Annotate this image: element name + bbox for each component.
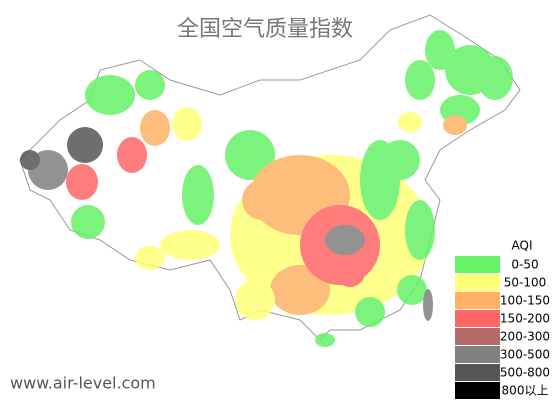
- legend-label: 800以上: [502, 384, 549, 398]
- legend-label: 150-200: [500, 312, 550, 326]
- aqi-blob: [325, 225, 365, 255]
- legend-label: 300-500: [500, 348, 550, 362]
- aqi-blob: [477, 56, 513, 100]
- aqi-blob: [20, 150, 40, 170]
- aqi-blob: [380, 140, 420, 180]
- legend: 0-50 50-100 100-150 150-200 200-300 300-500 50…: [455, 256, 550, 399]
- aqi-blob: [405, 60, 435, 100]
- aqi-blob: [397, 275, 427, 305]
- legend-label: 500-800: [500, 366, 550, 380]
- aqi-blob: [85, 75, 135, 115]
- aqi-blob: [315, 333, 335, 347]
- aqi-blob: [160, 230, 220, 260]
- legend-swatch: [455, 328, 500, 345]
- legend-swatch: [455, 292, 500, 309]
- legend-label: 0-50: [511, 258, 538, 272]
- watermark: www.air-level.com: [10, 374, 156, 393]
- aqi-blob: [335, 257, 365, 287]
- aqi-blob: [135, 70, 165, 100]
- legend-label: 50-100: [504, 276, 547, 290]
- legend-swatch: [455, 346, 500, 363]
- aqi-blob: [235, 280, 275, 320]
- aqi-blob: [71, 205, 105, 239]
- legend-swatch: [455, 274, 500, 291]
- legend-swatch: [455, 382, 500, 399]
- aqi-blobs: [20, 30, 513, 347]
- aqi-blob: [443, 115, 467, 135]
- aqi-blob: [172, 107, 202, 141]
- aqi-blob: [140, 110, 170, 146]
- aqi-blob: [270, 265, 330, 315]
- aqi-blob: [182, 165, 214, 225]
- map-title: 全国空气质量指数: [177, 17, 353, 42]
- legend-label: 100-150: [500, 294, 550, 308]
- legend-swatch: [455, 364, 500, 381]
- aqi-blob: [225, 130, 275, 180]
- aqi-blob: [405, 200, 435, 260]
- legend-swatch: [455, 256, 500, 273]
- legend-title: AQI: [512, 239, 533, 253]
- aqi-blob: [398, 112, 422, 132]
- legend-label: 200-300: [500, 330, 550, 344]
- aqi-blob: [242, 180, 282, 220]
- aqi-blob: [423, 289, 433, 321]
- aqi-blob: [66, 164, 98, 200]
- legend-swatch: [455, 310, 500, 327]
- aqi-blob: [67, 127, 103, 163]
- aqi-blob: [355, 297, 385, 327]
- aqi-blob: [135, 246, 165, 270]
- aqi-blob: [117, 137, 147, 173]
